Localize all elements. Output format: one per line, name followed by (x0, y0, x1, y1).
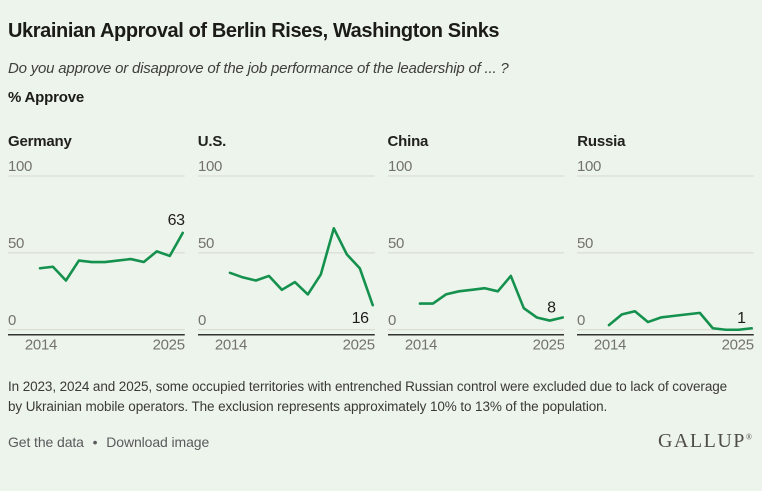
data-line (418, 274, 564, 322)
x-tick-last: 2025 (722, 337, 754, 354)
panel-title: China (387, 133, 429, 150)
footnote: In 2023, 2024 and 2025, some occupied te… (8, 378, 728, 414)
y-tick-label: 100 (8, 158, 32, 175)
x-tick-last: 2025 (153, 337, 185, 354)
panel-title: Germany (8, 133, 72, 150)
y-tick-label: 100 (577, 158, 601, 175)
y-tick-label: 100 (198, 158, 222, 175)
footer: Get the data • Download image GALLUP® (8, 430, 754, 453)
small-multiples-grid: Germany 100 50 0 2014 2025 63 U.S. 100 50 0 2014 202… (8, 133, 754, 361)
y-tick-label: 0 (198, 312, 206, 329)
trend-chart: 100 50 0 2014 2025 63 (8, 158, 185, 354)
end-value-label: 63 (168, 212, 185, 229)
page-title: Ukrainian Approval of Berlin Rises, Wash… (8, 20, 500, 42)
y-tick-label: 50 (577, 235, 593, 252)
x-tick-first: 2014 (404, 337, 436, 354)
panel-germany: Germany 100 50 0 2014 2025 63 (8, 133, 185, 361)
link-separator: • (92, 433, 98, 450)
trend-chart: 100 50 0 2014 2025 1 (577, 158, 754, 354)
end-value-label: 16 (351, 310, 369, 327)
y-tick-label: 0 (577, 312, 585, 329)
footer-links: Get the data • Download image (8, 434, 209, 450)
get-the-data-link[interactable]: Get the data (8, 433, 84, 450)
panel-title: U.S. (197, 133, 227, 150)
measure-label: % Approve (8, 89, 84, 106)
end-value-label: 1 (737, 310, 746, 327)
x-tick-last: 2025 (532, 337, 564, 354)
x-tick-first: 2014 (594, 337, 626, 354)
panel-title: Russia (577, 133, 626, 150)
panel-russia: Russia 100 50 0 2014 2025 1 (577, 133, 754, 361)
x-tick-last: 2025 (342, 337, 374, 354)
y-tick-label: 0 (388, 312, 396, 329)
y-tick-label: 100 (388, 158, 412, 175)
trend-chart: 100 50 0 2014 2025 8 (388, 158, 565, 354)
y-tick-label: 0 (8, 312, 16, 329)
x-tick-first: 2014 (25, 337, 57, 354)
panel-u-s: U.S. 100 50 0 2014 2025 16 (198, 133, 375, 361)
x-tick-first: 2014 (215, 337, 247, 354)
gallup-logo: GALLUP® (658, 430, 752, 453)
trend-chart: 100 50 0 2014 2025 16 (198, 158, 375, 354)
y-tick-label: 50 (8, 235, 24, 252)
data-line (607, 309, 754, 332)
y-tick-label: 50 (388, 235, 404, 252)
registered-mark: ® (745, 432, 752, 442)
chart-card: Ukrainian Approval of Berlin Rises, Wash… (0, 20, 762, 453)
end-value-label: 8 (547, 299, 556, 316)
survey-question: Do you approve or disapprove of the job … (8, 60, 509, 77)
y-tick-label: 50 (198, 235, 214, 252)
download-image-link[interactable]: Download image (106, 433, 210, 450)
data-line (228, 226, 374, 307)
panel-china: China 100 50 0 2014 2025 8 (388, 133, 565, 361)
data-line (38, 231, 185, 282)
